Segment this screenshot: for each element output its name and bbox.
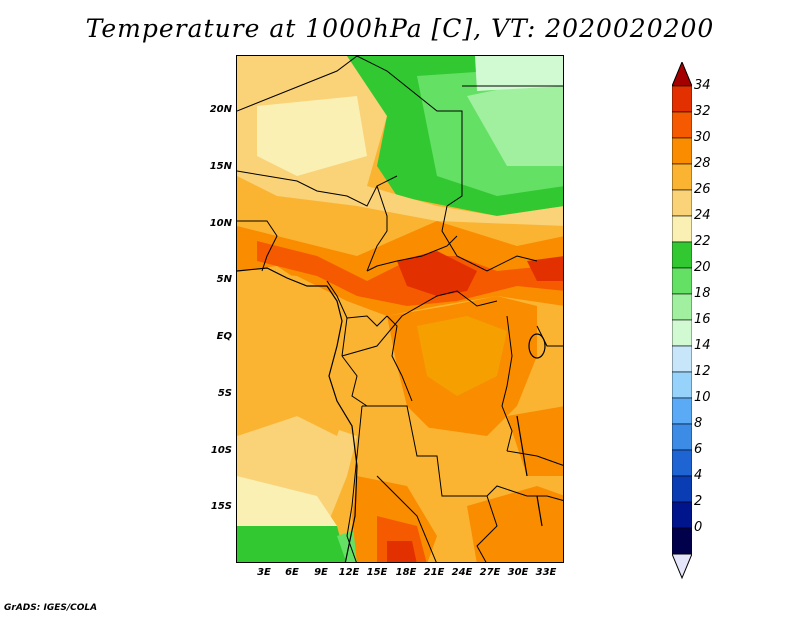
colorbar-label: 30 bbox=[694, 130, 711, 145]
temperature-field bbox=[237, 56, 563, 562]
colorbar-under-triangle bbox=[672, 553, 692, 580]
colorbar-label: 34 bbox=[694, 78, 711, 93]
colorbar-label: 6 bbox=[694, 442, 703, 457]
colorbar-label: 24 bbox=[694, 208, 711, 223]
colorbar-swatch bbox=[672, 501, 692, 529]
colorbar-swatch bbox=[672, 345, 692, 373]
colorbar-label: 2 bbox=[694, 494, 703, 509]
colorbar-label: 10 bbox=[694, 390, 711, 405]
lon-label: 21E bbox=[423, 567, 445, 578]
lat-label: 10N bbox=[209, 218, 232, 229]
colorbar-label: 16 bbox=[694, 312, 711, 327]
lat-label: 20N bbox=[209, 104, 232, 115]
colorbar-label: 18 bbox=[694, 286, 711, 301]
colorbar-swatch bbox=[672, 137, 692, 165]
sw-coolest-band bbox=[237, 476, 337, 526]
colorbar-swatch bbox=[672, 163, 692, 191]
temperature-map bbox=[236, 55, 564, 563]
colorbar-swatch bbox=[672, 475, 692, 503]
colorbar-over-triangle bbox=[672, 62, 692, 87]
lon-label: 30E bbox=[507, 567, 529, 578]
colorbar-swatch bbox=[672, 85, 692, 113]
colorbar-swatch bbox=[672, 527, 692, 555]
lat-label: 15S bbox=[210, 501, 232, 512]
colorbar-swatch bbox=[672, 423, 692, 451]
lon-label: 33E bbox=[535, 567, 557, 578]
colorbar-swatch bbox=[672, 371, 692, 399]
colorbar-label: 8 bbox=[694, 416, 703, 431]
grads-credit: GrADS: IGES/COLA bbox=[4, 603, 98, 613]
coastline bbox=[237, 267, 546, 562]
colorbar-swatch bbox=[672, 111, 692, 139]
colorbar-label: 4 bbox=[694, 468, 703, 483]
map-title: Temperature at 1000hPa [C], VT: 20200202… bbox=[85, 14, 715, 43]
lat-label: 15N bbox=[209, 161, 232, 172]
colorbar-swatch bbox=[672, 267, 692, 295]
colorbar bbox=[672, 62, 692, 580]
lon-label: 27E bbox=[479, 567, 501, 578]
sw-green-band bbox=[237, 526, 347, 562]
lon-label: 24E bbox=[451, 567, 473, 578]
lon-label: 9E bbox=[314, 567, 328, 578]
lat-label: 10S bbox=[210, 445, 232, 456]
colorbar-swatch bbox=[672, 189, 692, 217]
lat-label: 5N bbox=[216, 274, 232, 285]
colorbar-label: 0 bbox=[694, 520, 703, 535]
colorbar-label: 22 bbox=[694, 234, 711, 249]
colorbar-swatch bbox=[672, 397, 692, 425]
colorbar-label: 20 bbox=[694, 260, 711, 275]
country-borders bbox=[237, 56, 563, 562]
lat-label: EQ bbox=[216, 331, 232, 342]
colorbar-label: 32 bbox=[694, 104, 711, 119]
lon-label: 3E bbox=[257, 567, 271, 578]
colorbar-swatch bbox=[672, 215, 692, 243]
lat-label: 5S bbox=[217, 388, 232, 399]
lon-label: 12E bbox=[338, 567, 360, 578]
colorbar-swatch bbox=[672, 293, 692, 321]
lon-label: 18E bbox=[395, 567, 417, 578]
colorbar-label: 26 bbox=[694, 182, 711, 197]
lon-label: 6E bbox=[285, 567, 299, 578]
colorbar-label: 12 bbox=[694, 364, 711, 379]
colorbar-label: 14 bbox=[694, 338, 711, 353]
colorbar-label: 28 bbox=[694, 156, 711, 171]
colorbar-swatch bbox=[672, 319, 692, 347]
colorbar-swatch bbox=[672, 241, 692, 269]
colorbar-swatch bbox=[672, 449, 692, 477]
lon-label: 15E bbox=[366, 567, 388, 578]
